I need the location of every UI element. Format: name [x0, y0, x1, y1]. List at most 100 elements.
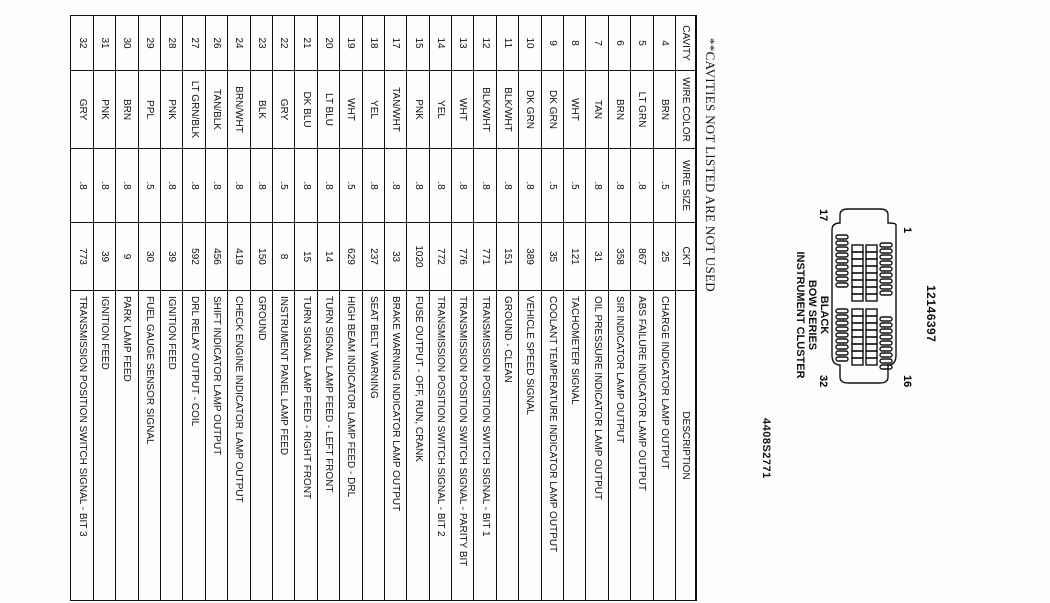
table-row: 11 BLK/WHT .8 151 GROUND - CLEAN [496, 15, 519, 601]
cell-cavity: 13 [451, 15, 474, 71]
cell-description: CHECK ENGINE INDICATOR LAMP OUTPUT [227, 290, 251, 601]
rib [835, 240, 849, 246]
cell-description: SEAT BELT WARNING [362, 290, 385, 601]
cell-ckt: 237 [362, 222, 385, 291]
rib [835, 320, 849, 326]
cell-description: HIGH BEAM INDICATOR LAMP FEED - DRL [339, 290, 363, 601]
table-row: 19 WHT .5 629 HIGH BEAM INDICATOR LAMP FEED … [339, 15, 363, 601]
cell-ckt: 25 [653, 222, 676, 291]
rib [835, 350, 849, 356]
cell-wire-size: .5 [563, 148, 586, 223]
cell-wire-size: .8 [429, 148, 452, 223]
cell-cavity: 31 [93, 15, 116, 71]
rib [835, 338, 849, 344]
cavity-cell [865, 350, 878, 359]
header-cavity: CAVITY [675, 15, 696, 71]
cell-wire-size: .8 [294, 148, 318, 223]
rib [835, 270, 849, 276]
cell-description: TURN SIGNAL LAMP FEED - LEFT FRONT [317, 290, 340, 601]
rib [835, 282, 849, 288]
cavity-cell [865, 286, 878, 295]
table-row: 4 BRN .5 25 CHARGE INDICATOR LAMP OUTPUT [653, 15, 676, 601]
rib [879, 284, 893, 290]
table-row: 21 DK BLU .8 15 TURN SIGNAL LAMP FEED - RIGH… [294, 15, 318, 601]
cell-wire-size: .5 [339, 148, 363, 223]
cell-description: TRANSMISSION POSITION SWITCH SIGNAL - PA… [451, 290, 474, 601]
cell-description: DRL RELAY OUTPUT - COIL [182, 290, 206, 601]
cell-cavity: 8 [563, 15, 586, 71]
rib [835, 264, 849, 270]
cavity-cell [851, 322, 864, 331]
cell-description: TRANSMISSION POSITION SWITCH SIGNAL - BI… [429, 290, 452, 601]
cell-ckt: 30 [138, 222, 161, 291]
cell-wire-size: .5 [138, 148, 161, 223]
cavity-cell [851, 279, 864, 288]
cell-cavity: 9 [541, 15, 564, 71]
cell-description: IGNITION FEED [160, 290, 183, 601]
cell-description: IGNITION FEED [93, 290, 116, 601]
table-row: 28 PNK .8 39 IGNITION FEED [160, 15, 183, 601]
cell-wire-size: .5 [653, 148, 676, 223]
cavity-cell [865, 315, 878, 324]
cell-ckt: 867 [630, 222, 654, 291]
cell-wire-size: .8 [160, 148, 183, 223]
cell-cavity: 12 [473, 15, 497, 71]
cavity-cell [865, 336, 878, 345]
cavity-cell [851, 357, 864, 366]
cell-wire-color: DK GRN [518, 70, 542, 149]
cavity-cell [851, 315, 864, 324]
cavity-cell [851, 286, 864, 295]
cell-ckt: 35 [541, 222, 564, 291]
cavity-cell [865, 272, 878, 281]
connector-body [831, 208, 897, 384]
cell-ckt: 150 [250, 222, 273, 291]
cell-wire-color: LT BLU [317, 70, 340, 149]
cell-cavity: 28 [160, 15, 183, 71]
rib [879, 266, 893, 272]
table-row: 15 PNK .8 1020 FUSE OUTPUT - OFF, RUN, CRANK [406, 15, 430, 601]
cell-wire-color: WHT [339, 70, 363, 149]
cell-ckt: 39 [160, 222, 183, 291]
cell-wire-size: .8 [93, 148, 116, 223]
cavity-cell [865, 251, 878, 260]
cell-cavity: 26 [205, 15, 228, 71]
cavity-cell [851, 258, 864, 267]
cell-wire-color: TAN/WHT [384, 70, 407, 149]
cell-ckt: 39 [93, 222, 116, 291]
cavity-cell [865, 279, 878, 288]
table-row: 20 LT BLU .8 14 TURN SIGNAL LAMP FEED - LEFT… [317, 15, 340, 601]
pin-label-17: 17 [818, 209, 829, 221]
connector-ribs-top [879, 242, 893, 370]
rib [879, 254, 893, 260]
cell-cavity: 6 [608, 15, 631, 71]
cavity-cell [865, 343, 878, 352]
table-row: 27 LT GRN/BLK .8 592 DRL RELAY OUTPUT - COIL [182, 15, 206, 601]
cell-description: TACHOMETER SIGNAL [563, 290, 586, 601]
rib [879, 340, 893, 346]
rib [879, 328, 893, 334]
cell-cavity: 30 [115, 15, 139, 71]
cell-wire-size: .8 [317, 148, 340, 223]
rib [835, 246, 849, 252]
table-row: 31 PNK .8 39 IGNITION FEED [93, 15, 116, 601]
table-row: 9 DK GRN .5 35 COOLANT TEMPERATURE INDICATOR… [541, 15, 564, 601]
table-row: 14 YEL .8 772 TRANSMISSION POSITION SWITCH S… [429, 15, 452, 601]
cell-ckt: 592 [182, 222, 206, 291]
cavity-cell [851, 272, 864, 281]
cell-ckt: 456 [205, 222, 228, 291]
table-row: 30 BRN .8 9 PARK LAMP FEED [115, 15, 139, 601]
cell-wire-size: .8 [585, 148, 609, 223]
rib [879, 290, 893, 296]
cell-wire-color: BLK [250, 70, 273, 149]
cavity-cell [851, 350, 864, 359]
cell-ckt: 772 [429, 222, 452, 291]
connector-diagram: 1 17 16 32 [818, 208, 913, 387]
cell-cavity: 19 [339, 15, 363, 71]
rib [835, 258, 849, 264]
cell-wire-color: BRN [608, 70, 631, 149]
cell-wire-color: LT GRN/BLK [182, 70, 206, 149]
cell-wire-color: DK BLU [294, 70, 318, 149]
cell-ckt: 8 [272, 222, 295, 291]
cell-wire-size: .8 [115, 148, 139, 223]
